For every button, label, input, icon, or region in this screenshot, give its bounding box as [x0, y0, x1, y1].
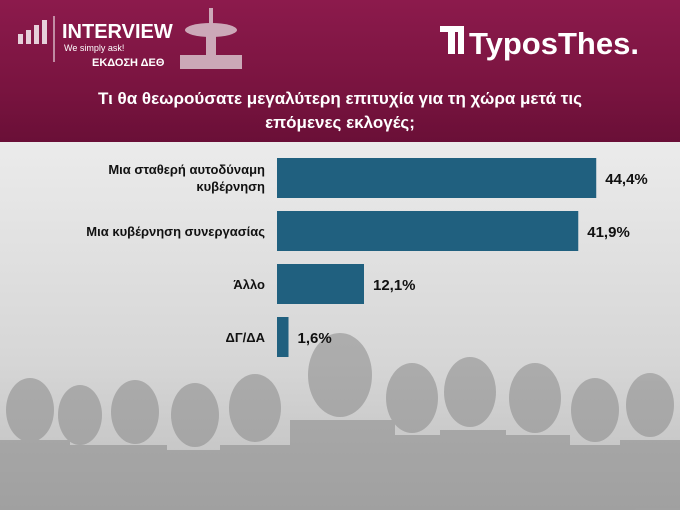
silhouettes — [0, 333, 680, 510]
logo-text: TyposThes. — [469, 26, 639, 61]
bar — [277, 317, 289, 357]
brand-name: INTERVIEW — [62, 21, 173, 43]
value-label: 12,1% — [373, 277, 416, 294]
header-band — [0, 0, 680, 142]
edition-label: ΕΚΔΟΣΗ ΔΕΘ — [92, 57, 165, 69]
brand-tagline: We simply ask! — [64, 43, 124, 53]
value-label: 41,9% — [587, 224, 630, 241]
category-label: Μια σταθερή αυτοδύναμη κυβέρνηση — [108, 162, 265, 194]
tower-icon — [180, 8, 242, 69]
bar — [277, 158, 597, 198]
brand-icon — [18, 20, 47, 44]
value-label: 1,6% — [298, 330, 332, 347]
category-label: ΔΓ/ΔΑ — [225, 329, 265, 345]
category-label: Μια κυβέρνηση συνεργασίας — [86, 223, 265, 239]
bars: 44,4% 41,9% 12,1% 1,6% — [277, 158, 648, 357]
bar — [277, 211, 579, 251]
value-label: 44,4% — [605, 171, 648, 188]
chart-title: Τι θα θεωρούσατε μεγαλύτερη επιτυχία για… — [98, 89, 582, 132]
category-label: Άλλο — [233, 276, 265, 292]
bar — [277, 264, 364, 304]
logo-icon — [440, 26, 464, 54]
